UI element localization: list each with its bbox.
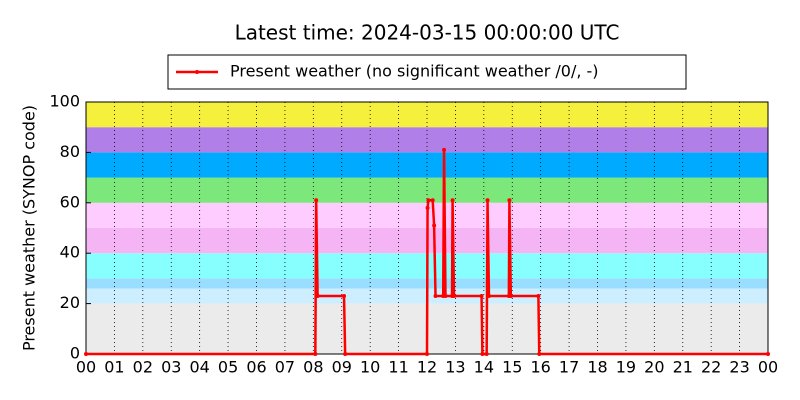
y-tick-label: 20 (60, 293, 80, 312)
data-point (450, 198, 455, 203)
data-point (508, 294, 513, 299)
data-point (432, 223, 437, 228)
x-tick-label: 13 (445, 358, 465, 377)
x-tick-label: 12 (417, 358, 437, 377)
data-point (451, 294, 456, 299)
data-point (425, 352, 429, 356)
data-point (479, 294, 484, 299)
data-point (433, 294, 438, 299)
data-point (425, 205, 430, 210)
y-tick-label: 80 (60, 142, 80, 161)
x-tick-label: 00 (76, 358, 96, 377)
x-tick-label: 08 (303, 358, 323, 377)
background-band (86, 152, 768, 178)
y-tick-label: 60 (60, 192, 80, 211)
data-point (426, 198, 431, 203)
data-point (443, 294, 448, 299)
data-point (486, 294, 491, 299)
y-tick-label: 0 (70, 344, 80, 363)
x-tick-label: 17 (559, 358, 579, 377)
x-tick-label: 02 (133, 358, 153, 377)
x-tick-label: 14 (474, 358, 494, 377)
background-band (86, 127, 768, 153)
data-point (313, 352, 318, 356)
chart-title: Latest time: 2024-03-15 00:00:00 UTC (235, 21, 620, 45)
x-tick-label: 20 (644, 358, 664, 377)
x-tick-label: 15 (502, 358, 522, 377)
x-tick-label: 03 (161, 358, 181, 377)
data-point (480, 352, 485, 356)
data-point (315, 294, 320, 299)
x-tick-label: 10 (360, 358, 380, 377)
data-point (442, 147, 447, 152)
legend-marker (195, 70, 199, 74)
x-tick-label: 00 (758, 358, 778, 377)
y-tick-label: 40 (60, 243, 80, 262)
y-tick-label: 100 (49, 92, 80, 111)
data-point (430, 198, 435, 203)
x-tick-label: 22 (701, 358, 721, 377)
x-tick-label: 11 (388, 358, 408, 377)
x-tick-label: 18 (587, 358, 607, 377)
legend-label: Present weather (no significant weather … (230, 62, 599, 81)
x-tick-label: 21 (673, 358, 693, 377)
data-point (536, 294, 541, 299)
data-point (766, 352, 770, 356)
x-tick-label: 04 (189, 358, 209, 377)
data-point (84, 352, 88, 356)
x-tick-label: 05 (218, 358, 238, 377)
x-tick-label: 06 (246, 358, 266, 377)
data-point (342, 294, 347, 299)
x-tick-label: 09 (332, 358, 352, 377)
data-point (314, 198, 319, 203)
x-tick-label: 19 (616, 358, 636, 377)
data-point (507, 198, 512, 203)
data-point (537, 352, 542, 356)
x-tick-label: 07 (275, 358, 295, 377)
data-point (343, 352, 348, 356)
data-point (484, 352, 489, 356)
data-point (485, 198, 490, 203)
x-tick-label: 16 (530, 358, 550, 377)
y-axis-label: Present weather (SYNOP code) (20, 105, 39, 351)
x-tick-label: 23 (729, 358, 749, 377)
x-tick-label: 01 (104, 358, 124, 377)
legend-box (167, 54, 687, 90)
